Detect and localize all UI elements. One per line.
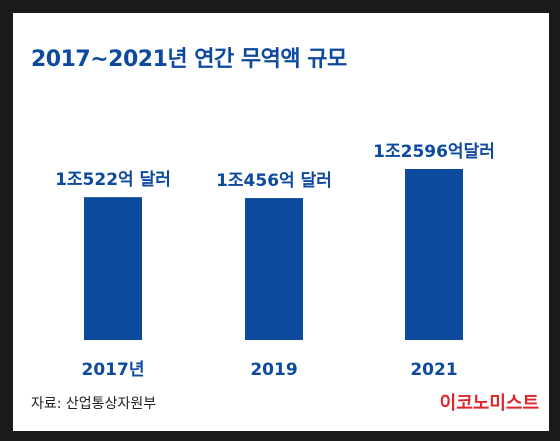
value-label-2: 1조2596억달러: [373, 141, 495, 162]
bar-1: [245, 198, 303, 340]
chart-card: 2017~2021년 연간 무역액 규모 1조522억 달러 2017년 1조456…: [13, 13, 549, 431]
bar-2: [405, 169, 463, 340]
source-note: 자료: 산업통상자원부: [31, 396, 157, 412]
bar-chart: 1조522억 달러 2017년 1조456억 달러 2019 1조2596억달러 2021: [55, 141, 495, 380]
category-label-0: 2017년: [82, 360, 145, 380]
value-label-1: 1조456억 달러: [216, 170, 332, 191]
category-label-2: 2021: [410, 360, 457, 380]
bar-0: [84, 197, 142, 340]
chart-title: 2017~2021년 연간 무역액 규모: [31, 47, 347, 72]
value-label-0: 1조522억 달러: [55, 169, 171, 190]
brand-logo: 이코노미스트: [439, 393, 539, 414]
category-label-1: 2019: [250, 360, 297, 380]
